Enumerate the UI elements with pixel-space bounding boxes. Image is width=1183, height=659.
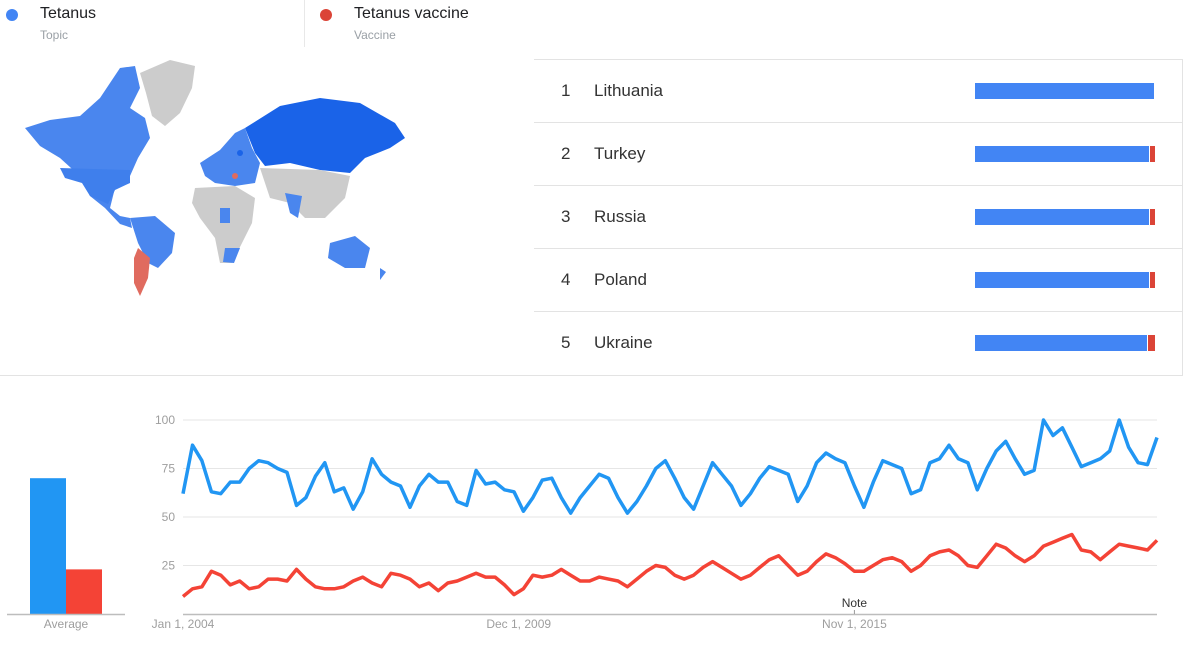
map-region-lithuania [237,150,243,156]
map-region-india [285,193,302,218]
tetanus-share-bar [975,83,1154,99]
ranking-bar [975,272,1155,288]
map-region-south-africa [223,248,240,263]
chart-series [181,418,1159,598]
map-region-greenland [140,60,195,126]
map-region-south-america [130,216,175,268]
tetanus-share-bar [975,335,1147,351]
average-bar-tetanus [30,478,66,614]
world-map[interactable] [20,58,410,298]
y-tick-label: 100 [155,413,175,427]
region-ranking-list: 1 Lithuania 2 Turkey 3 Russia 4 Poland 5… [534,59,1183,375]
series-color-dot [6,9,18,21]
tetanus-share-bar [975,146,1149,162]
country-name: Ukraine [594,333,653,352]
x-tick-label: Dec 1, 2009 [486,617,551,631]
ranking-row[interactable]: 1 Lithuania [534,59,1182,123]
vaccine-share-bar [1147,335,1155,351]
average-label: Average [44,617,89,631]
ranking-row[interactable]: 3 Russia [534,185,1182,249]
term-type: Vaccine [354,28,396,42]
map-region-north-america [25,66,150,228]
country-name: Poland [594,270,647,289]
map-region-ukraine-marker [232,173,238,179]
series-line-tetanus [181,418,1159,515]
term-name: Tetanus [40,5,97,22]
ranking-bar [975,209,1155,225]
rank-number: 4 [561,270,571,289]
map-region-nz [380,268,386,280]
series-color-dot [320,9,332,21]
tetanus-share-bar [975,272,1149,288]
series-line-tetanus-vaccine [181,532,1159,598]
x-axis-labels: Jan 1, 2004 Dec 1, 2009 Nov 1, 2015 [152,617,887,631]
average-bar-tetanus-vaccine [66,569,102,614]
map-region-africa-blue [220,208,230,223]
rank-number: 1 [561,81,571,100]
ranking-row[interactable]: 4 Poland [534,248,1182,312]
legend-divider [304,0,305,47]
country-name: Lithuania [594,81,664,100]
map-region-africa [192,186,255,263]
term-name: Tetanus vaccine [354,5,469,22]
country-name: Turkey [594,144,646,163]
rank-number: 2 [561,144,571,163]
average-bar-chart [7,478,125,616]
country-name: Russia [594,207,646,226]
interest-over-time-chart[interactable]: Average 100 75 50 25 Jan 1, 2004 Dec 1, 2009… [0,376,1183,659]
y-tick-label: 50 [162,510,176,524]
legend-item-tetanus-vaccine[interactable]: Tetanus vaccine Vaccine [320,0,620,48]
map-region-asia [260,168,350,218]
ranking-row[interactable]: 5 Ukraine [534,311,1182,375]
map-region-europe [200,128,260,186]
section-divider [0,375,1183,376]
x-tick-label: Jan 1, 2004 [152,617,215,631]
y-tick-label: 25 [162,559,176,573]
ranking-bar [975,83,1155,99]
chart-gridlines [183,419,1157,616]
x-tick-label: Nov 1, 2015 [822,617,887,631]
legend-item-tetanus[interactable]: Tetanus Topic [6,0,304,48]
note-label[interactable]: Note [842,596,868,610]
ranking-row[interactable]: 2 Turkey [534,122,1182,186]
chart-note-annotation: Note [842,596,868,614]
map-region-usa [60,168,130,204]
tetanus-share-bar [975,209,1149,225]
ranking-bar [975,335,1155,351]
ranking-bar [975,146,1155,162]
map-region-russia [245,98,405,173]
vaccine-share-bar [1149,209,1155,225]
vaccine-share-bar [1149,146,1155,162]
map-region-australia [328,236,370,268]
rank-number: 3 [561,207,571,226]
y-tick-label: 75 [162,462,176,476]
vaccine-share-bar [1149,272,1155,288]
y-axis-labels: 100 75 50 25 [155,413,175,573]
map-region-argentina [134,248,150,296]
rank-number: 5 [561,333,571,352]
term-type: Topic [40,28,69,42]
